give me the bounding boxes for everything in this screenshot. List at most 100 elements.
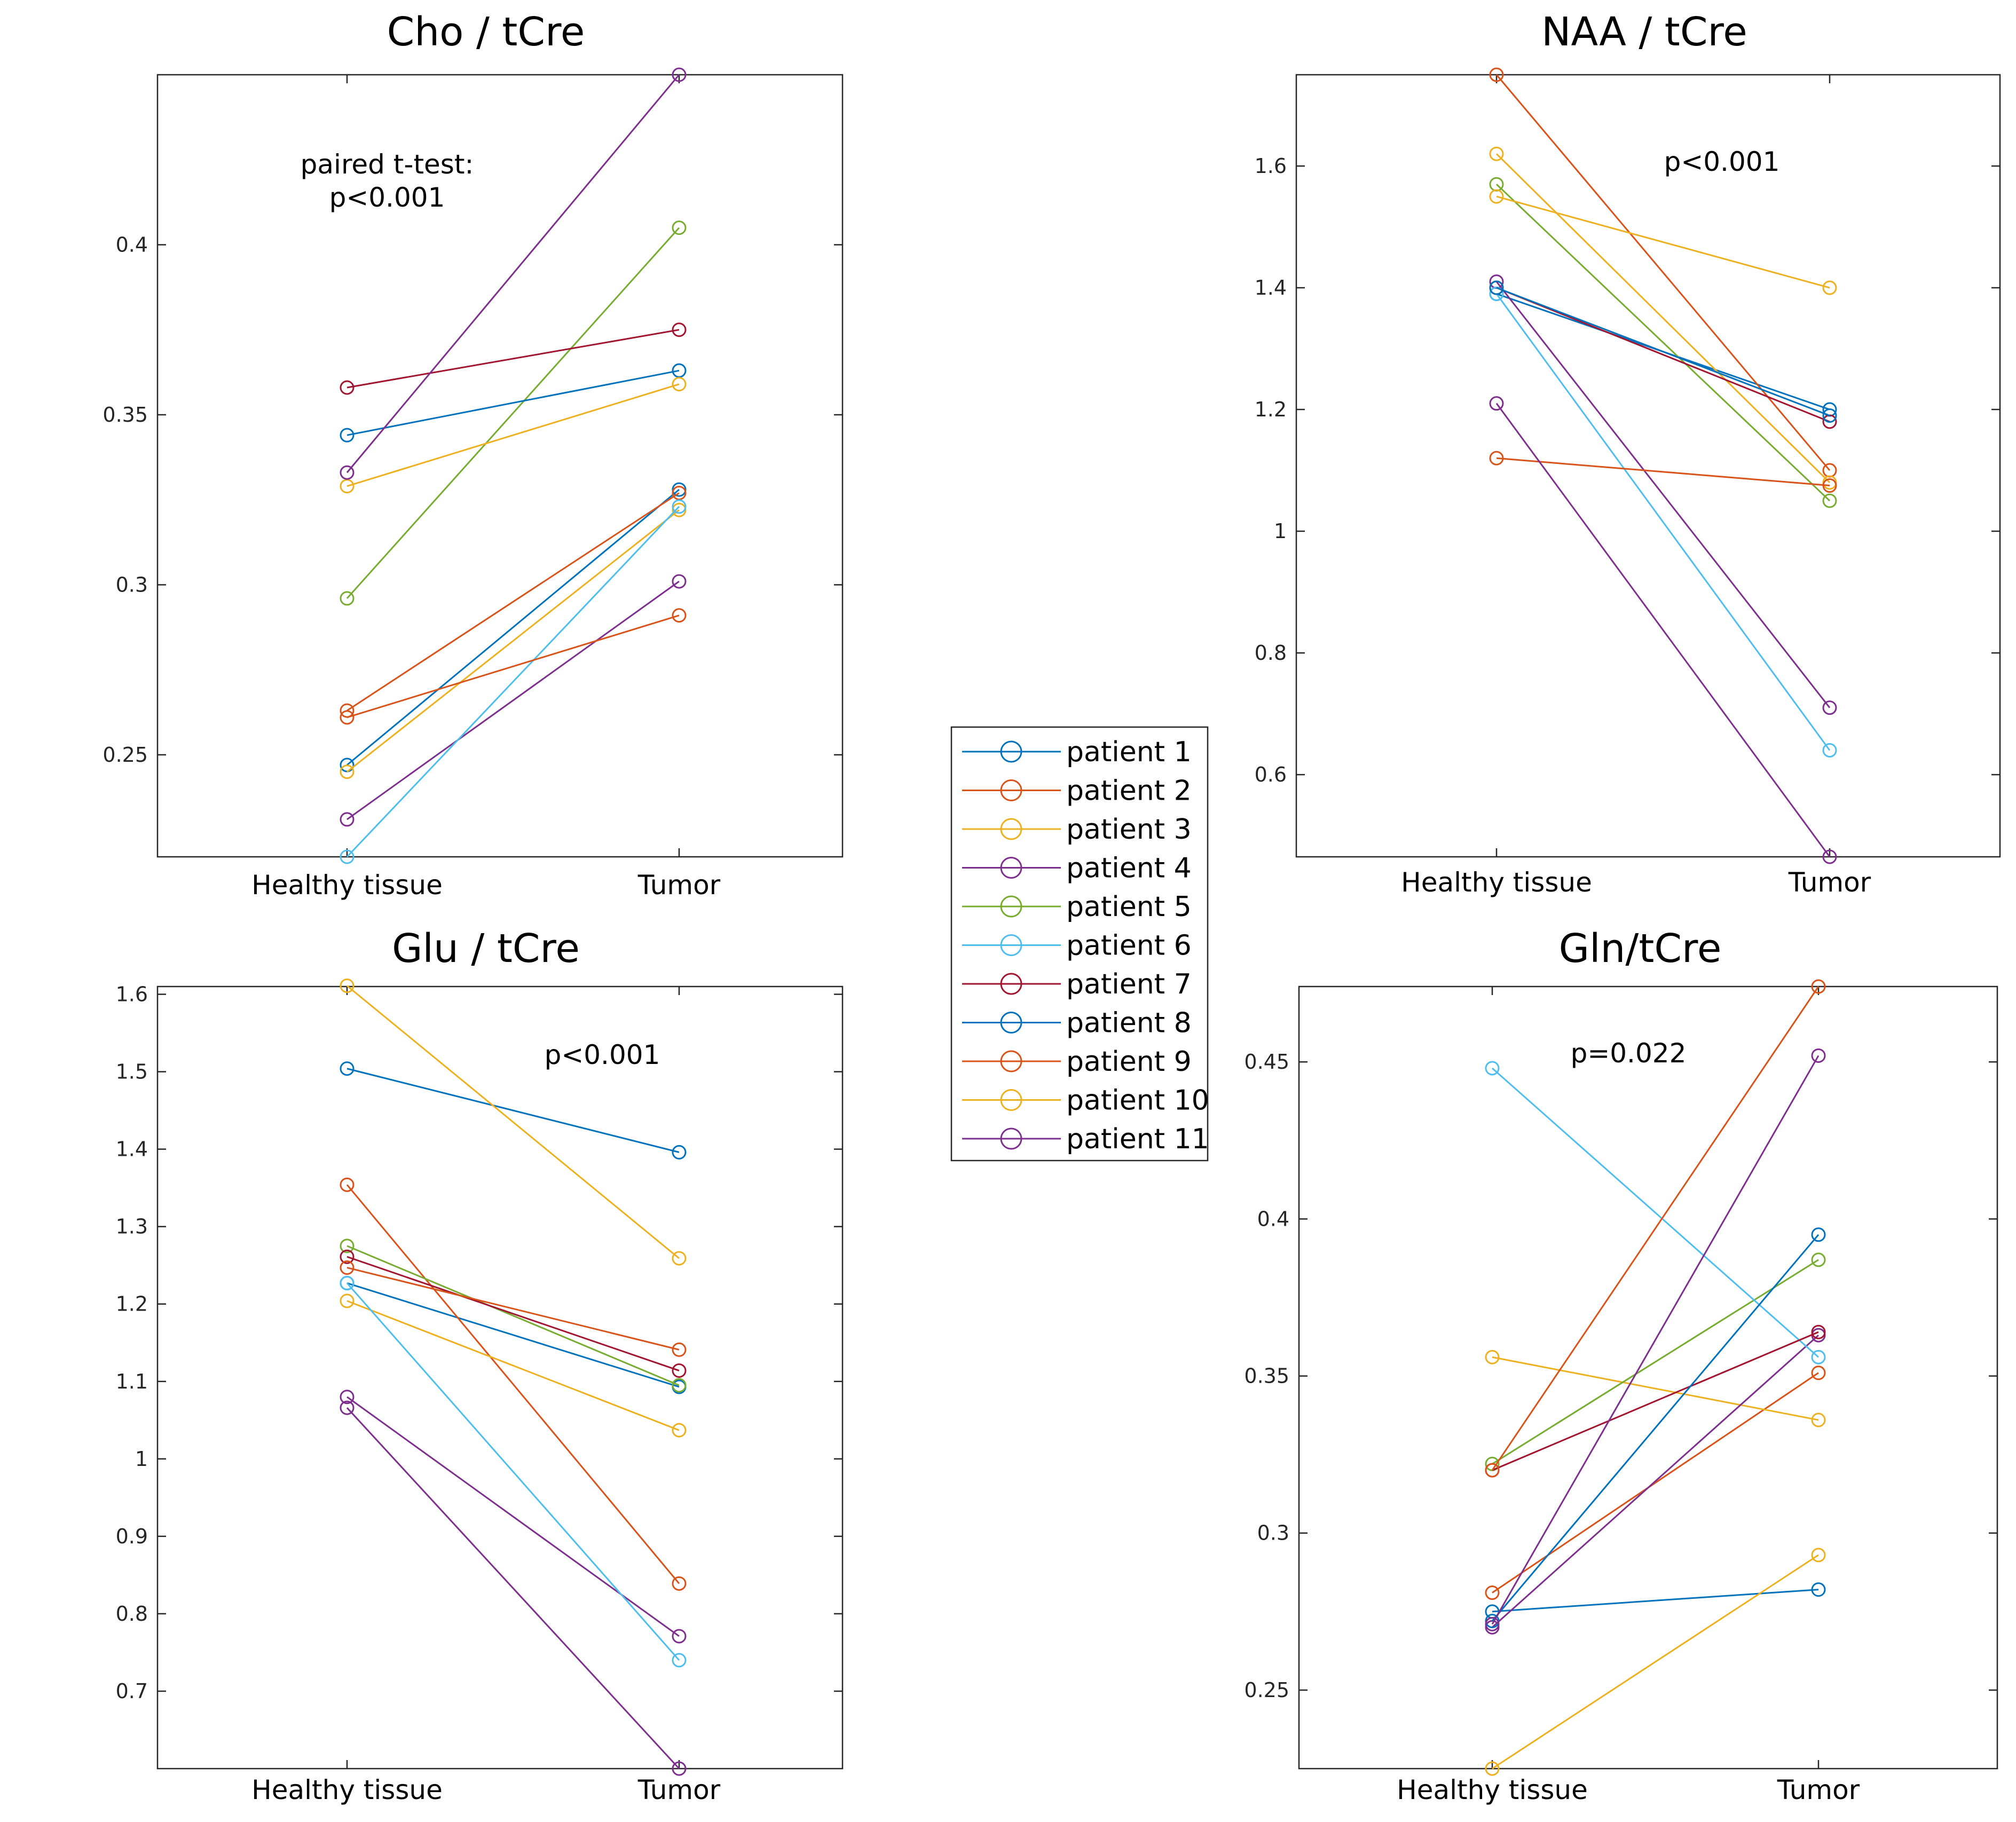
gln-series-line-4 [1491,1334,1820,1628]
cho-data-point [340,849,355,864]
glu-ytick-label: 0.9 [116,1525,148,1548]
cho-data-point [340,710,355,725]
naa-series-line-5 [1495,184,1831,502]
glu-data-point [340,1260,355,1275]
gln-ytick-label: 0.25 [1244,1678,1289,1702]
naa-chart-title: NAA / tCre [1541,9,1747,55]
naa-data-point [1822,743,1837,758]
naa-series-line-6 [1495,293,1831,751]
gln-series-line-11 [1491,1055,1820,1625]
cho-axes-box [156,74,844,858]
gln-series-line-2 [1492,1372,1819,1594]
cho-data-point [672,67,687,82]
naa-data-point [1489,280,1504,295]
naa-data-point [1822,849,1837,864]
gln-ytick-label: 0.35 [1244,1364,1289,1388]
cho-stat-annotation-line: p<0.001 [329,182,445,213]
glu-series-line-1 [346,1282,680,1388]
gln-stat-annotation: p=0.022 [1571,1038,1687,1069]
cho-category-label: Tumor [637,870,721,901]
cho-data-point [672,482,687,497]
glu-ytick-label: 1.5 [116,1060,148,1084]
legend-marker-swatch [1000,934,1022,956]
naa-series-line-4 [1495,281,1831,708]
gln-series-line-5 [1492,1259,1819,1465]
gln-data-point [1811,1227,1826,1242]
cho-series-line-7 [346,329,680,389]
gln-data-point [1811,1366,1826,1381]
gln-series-line-1 [1492,1589,1819,1613]
naa-data-point [1822,493,1837,508]
naa-data-point [1489,286,1504,301]
naa-category-label: Healthy tissue [1401,867,1592,898]
glu-ytick-label: 1.6 [116,983,148,1006]
cho-series-line-5 [346,227,680,599]
panel-cho: Cho / tCre 0.25 0.3 0.35 0.4 Healthy tissue Tu… [103,9,844,901]
glu-series-line-5 [346,1245,680,1386]
legend-entry-label: patient 4 [1066,853,1192,885]
gln-data-point [1811,1413,1826,1427]
legend-marker-swatch [1000,1127,1022,1150]
legend-entry-label: patient 5 [1066,891,1192,923]
glu-data-point [672,1342,687,1357]
cho-data-point [672,220,687,235]
glu-ytick-label: 0.8 [116,1602,148,1626]
cho-stat-annotation: paired t-test: p<0.001 [301,149,474,213]
cho-series-line-10 [346,383,680,487]
naa-ytick-label: 1.6 [1255,154,1287,178]
gln-ytick-label: 0.4 [1257,1207,1289,1231]
naa-data-point [1489,396,1504,411]
glu-data-point [340,1061,355,1076]
gln-series-line-10 [1492,1554,1819,1770]
glu-data-point [340,1390,355,1405]
cho-data-point [340,591,355,606]
glu-axes-box [156,985,844,1770]
glu-data-point [340,979,355,993]
glu-data-point [672,1629,687,1644]
glu-data-point [340,1249,355,1264]
glu-data-point [340,1400,355,1415]
glu-ytick-label: 1.4 [116,1138,148,1161]
naa-ytick-label: 0.6 [1255,763,1287,786]
gln-category-label: Tumor [1777,1774,1860,1805]
legend-entry-label: patient 2 [1066,775,1192,807]
glu-chart-title: Glu / tCre [392,926,580,972]
glu-series-line-10 [346,985,680,1259]
naa-series-line-10 [1496,195,1830,289]
legend-box [950,726,1209,1162]
glu-data-point [672,1761,687,1776]
gln-ytick-label: 0.45 [1244,1050,1289,1074]
gln-data-point [1811,1048,1826,1063]
legend-marker-swatch [1000,818,1022,840]
cho-data-point [340,465,355,480]
legend-entry-label: patient 3 [1066,814,1192,846]
glu-data-point [340,1276,355,1291]
naa-series-line-2 [1495,74,1831,471]
naa-ytick-label: 1.4 [1255,276,1287,299]
cho-series-line-8 [346,369,680,436]
glu-series-line-8 [346,1068,680,1153]
cho-series-line-6 [346,506,680,858]
legend-marker-swatch [1000,779,1022,801]
legend-marker-swatch [1000,1012,1022,1034]
gln-data-point [1811,1582,1826,1597]
glu-stat-annotation: p<0.001 [545,1039,660,1070]
glu-data-point [672,1363,687,1378]
naa-series-line-9 [1496,457,1830,487]
panel-glu: Glu / tCre 0.7 0.8 0.9 1 1.1 1.2 1.3 1.4 1.5 1.6 He… [116,926,844,1805]
naa-data-point [1822,408,1837,423]
cho-data-point [672,322,687,337]
legend: patient 1 patient 2 patient 3 patient 4 pati… [950,726,1209,1162]
glu-ytick-label: 1.3 [116,1215,148,1239]
legend-marker-swatch [1000,895,1022,918]
glu-series-line-11 [346,1407,680,1770]
glu-data-point [672,1576,687,1591]
naa-ytick-label: 1.2 [1255,398,1287,421]
legend-entry-label: patient 1 [1066,736,1192,768]
naa-axes-box [1295,74,2001,858]
gln-series-line-3 [1492,1356,1819,1421]
legend-entry-label: patient 10 [1066,1085,1209,1117]
cho-data-point [672,502,687,517]
gln-data-point [1485,1456,1500,1471]
glu-ytick-label: 1 [135,1447,148,1471]
